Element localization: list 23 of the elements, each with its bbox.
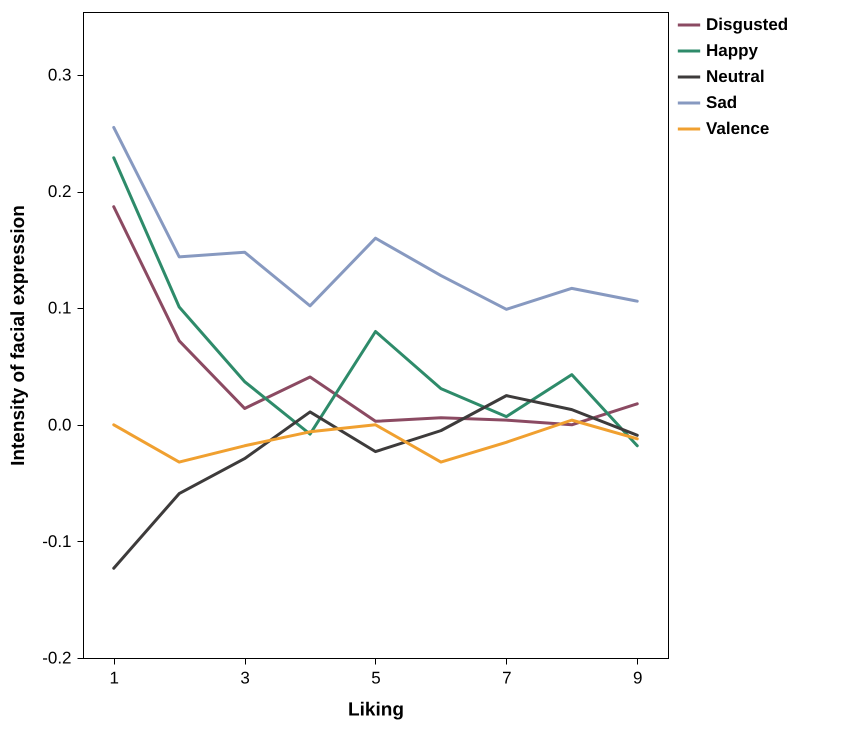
x-tick-label: 9 <box>633 668 642 688</box>
y-axis-title: Intensity of facial expression <box>8 205 30 466</box>
x-tick-label: 7 <box>502 668 512 688</box>
legend-label: Happy <box>706 41 758 60</box>
line-series <box>112 418 639 464</box>
x-tick-label: 1 <box>110 668 119 688</box>
y-tick-label: 0.3 <box>48 65 72 84</box>
line-series <box>112 394 639 570</box>
y-tick-label: 0.0 <box>48 415 72 434</box>
line-series <box>112 205 639 426</box>
y-tick-label: 0.1 <box>48 298 72 318</box>
y-tick-label: -0.1 <box>42 532 72 551</box>
y-tick-label: -0.2 <box>42 648 72 668</box>
legend-label: Valence <box>706 119 770 138</box>
x-tick-label: 5 <box>371 668 381 688</box>
legend-label: Neutral <box>706 67 765 86</box>
y-tick-label: 0.2 <box>48 182 72 202</box>
legend-label: Sad <box>706 93 738 112</box>
x-tick-label: 3 <box>240 668 250 688</box>
line-series <box>112 126 639 311</box>
x-axis-title: Liking <box>348 700 404 720</box>
legend-label: Disgusted <box>706 15 788 34</box>
line-series <box>112 156 639 448</box>
